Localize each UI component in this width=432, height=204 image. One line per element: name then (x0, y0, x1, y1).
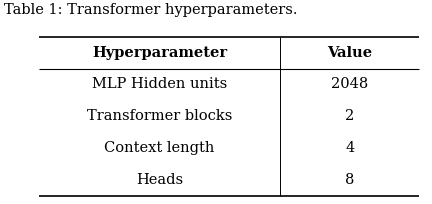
Text: 2048: 2048 (331, 78, 368, 91)
Text: 4: 4 (345, 141, 354, 155)
Text: 2: 2 (345, 109, 354, 123)
Text: Context length: Context length (105, 141, 215, 155)
Text: Table 1: Transformer hyperparameters.: Table 1: Transformer hyperparameters. (4, 3, 298, 17)
Text: MLP Hidden units: MLP Hidden units (92, 78, 227, 91)
Text: Heads: Heads (136, 173, 183, 187)
Text: Transformer blocks: Transformer blocks (87, 109, 232, 123)
Text: Hyperparameter: Hyperparameter (92, 46, 227, 60)
Text: Value: Value (327, 46, 372, 60)
Text: 8: 8 (345, 173, 354, 187)
